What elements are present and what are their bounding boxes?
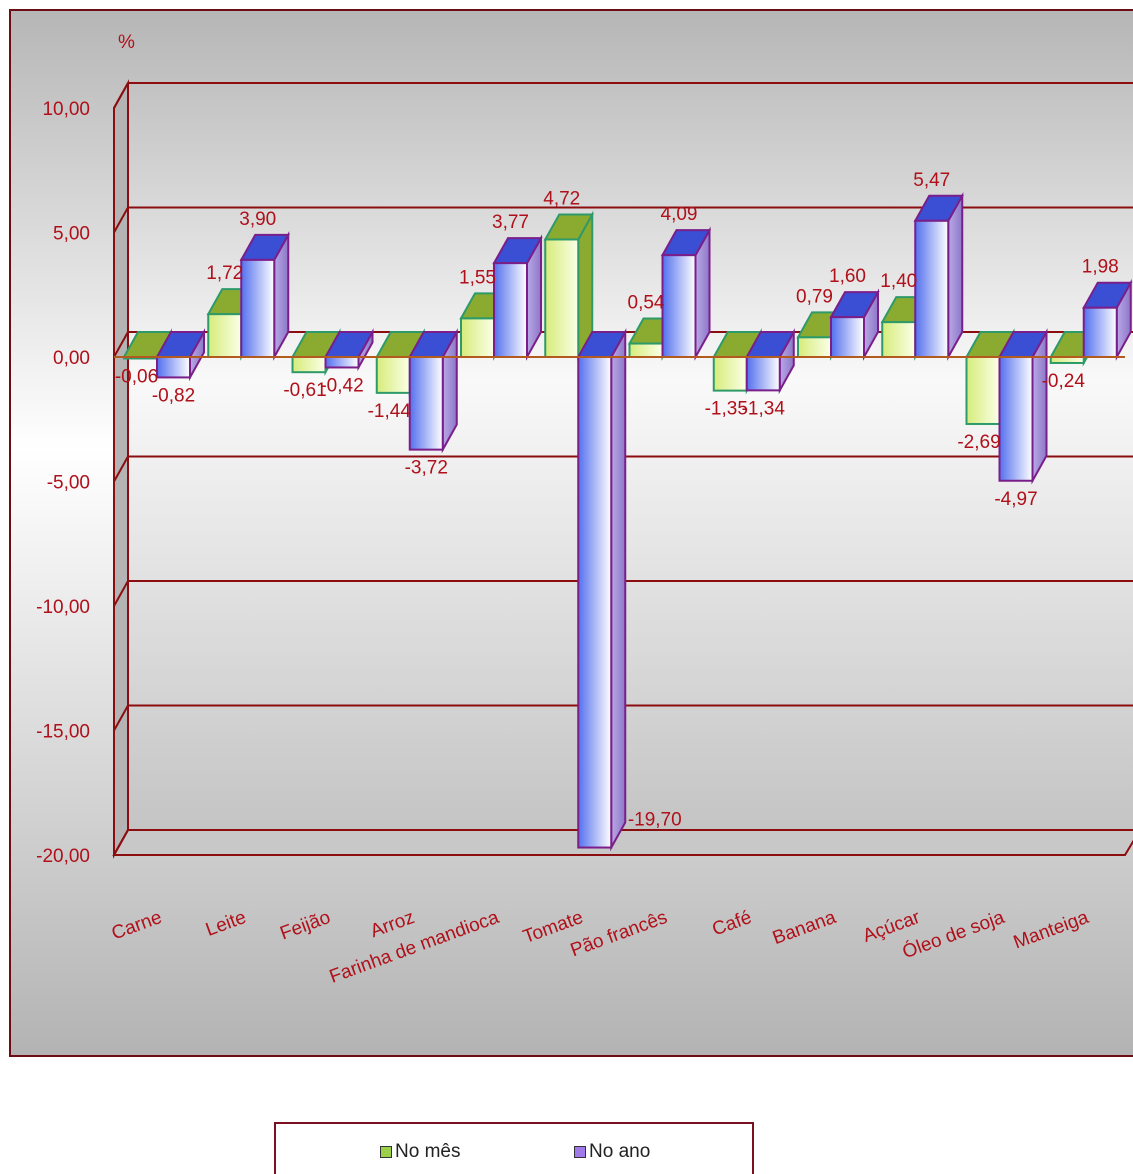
data-label: -0,24 xyxy=(1042,371,1086,392)
bar-no-mes xyxy=(544,238,580,358)
y-tick-label: 0,00 xyxy=(53,348,90,369)
data-label: 1,98 xyxy=(1082,257,1119,278)
bar-no-ano xyxy=(914,219,950,358)
bar-no-mes xyxy=(207,313,243,358)
data-label: 1,40 xyxy=(880,271,917,292)
data-label: 1,55 xyxy=(459,267,496,288)
gridline-depth xyxy=(113,207,129,233)
bar-no-ano xyxy=(240,258,276,359)
legend: No mês No ano xyxy=(274,1122,754,1174)
bar-no-ano-side xyxy=(610,328,627,852)
bar-no-ano xyxy=(156,356,191,379)
bar-no-ano xyxy=(661,254,697,358)
bar-no-mes xyxy=(712,356,748,392)
y-tick-label: -15,00 xyxy=(36,722,90,743)
bar-no-mes xyxy=(460,317,495,358)
data-label: 4,72 xyxy=(543,188,580,209)
gridline-depth xyxy=(113,829,129,856)
y-tick-label: -10,00 xyxy=(36,597,90,618)
gridline-depth xyxy=(113,82,129,109)
data-label: -2,69 xyxy=(957,432,1000,453)
data-label: -19,70 xyxy=(628,810,682,831)
gridline-depth xyxy=(113,705,129,731)
data-label: -3,72 xyxy=(405,458,448,479)
bar-no-ano-side xyxy=(947,191,964,361)
bar-no-ano xyxy=(998,356,1034,482)
bar-no-mes xyxy=(628,342,664,358)
data-label: 0,79 xyxy=(796,286,833,307)
y-tick-label: -5,00 xyxy=(47,473,90,494)
data-label: -0,82 xyxy=(152,385,195,406)
bar-no-mes xyxy=(291,356,327,374)
data-label: 5,47 xyxy=(913,170,950,191)
data-label: -4,97 xyxy=(994,489,1037,510)
y-tick-label: 5,00 xyxy=(53,224,90,245)
data-label: 1,72 xyxy=(206,263,243,284)
data-label: 4,09 xyxy=(661,204,698,225)
plot-area: 10,00 5,00 0,00 -5,00 -10,00 -15,00 -20,00% -0,… xyxy=(36,32,1133,988)
data-label: 3,90 xyxy=(239,209,276,230)
bar-no-ano xyxy=(408,356,444,451)
bar-no-ano xyxy=(1082,306,1118,358)
data-label: -0,42 xyxy=(320,375,363,396)
bar-no-ano xyxy=(745,356,781,392)
bar-no-ano xyxy=(577,356,613,849)
legend-swatch-no-mes xyxy=(380,1146,392,1158)
data-label: -0,06 xyxy=(115,366,158,387)
bar-no-mes xyxy=(965,356,1001,425)
bar-no-ano xyxy=(324,356,360,369)
y-unit-label: % xyxy=(118,32,135,53)
gridline-depth xyxy=(113,580,129,607)
data-label: -0,61 xyxy=(283,380,326,401)
y-tick-label: -20,00 xyxy=(36,846,90,867)
gridline-depth xyxy=(113,456,129,482)
data-label: -1,35 xyxy=(705,399,748,420)
data-label: -1,44 xyxy=(368,401,412,422)
data-label: -1,34 xyxy=(742,398,786,419)
bar-no-mes xyxy=(797,336,832,359)
legend-label-no-ano: No ano xyxy=(589,1141,651,1162)
data-label: 1,60 xyxy=(829,266,866,287)
bar-no-mes xyxy=(375,356,411,394)
data-label: 3,77 xyxy=(492,212,529,233)
y-tick-label: 10,00 xyxy=(42,99,90,120)
floor xyxy=(112,829,1133,856)
bar-no-mes xyxy=(881,321,917,359)
legend-label-no-mes: No mês xyxy=(395,1141,461,1162)
data-label: 0,54 xyxy=(628,293,665,314)
legend-item-no-ano: No ano xyxy=(574,1141,650,1163)
legend-swatch-no-ano xyxy=(574,1146,586,1158)
bar-no-ano xyxy=(493,262,528,359)
bar-no-ano xyxy=(830,316,865,359)
gridline-depth xyxy=(113,331,129,358)
legend-item-no-mes: No mês xyxy=(380,1141,460,1163)
